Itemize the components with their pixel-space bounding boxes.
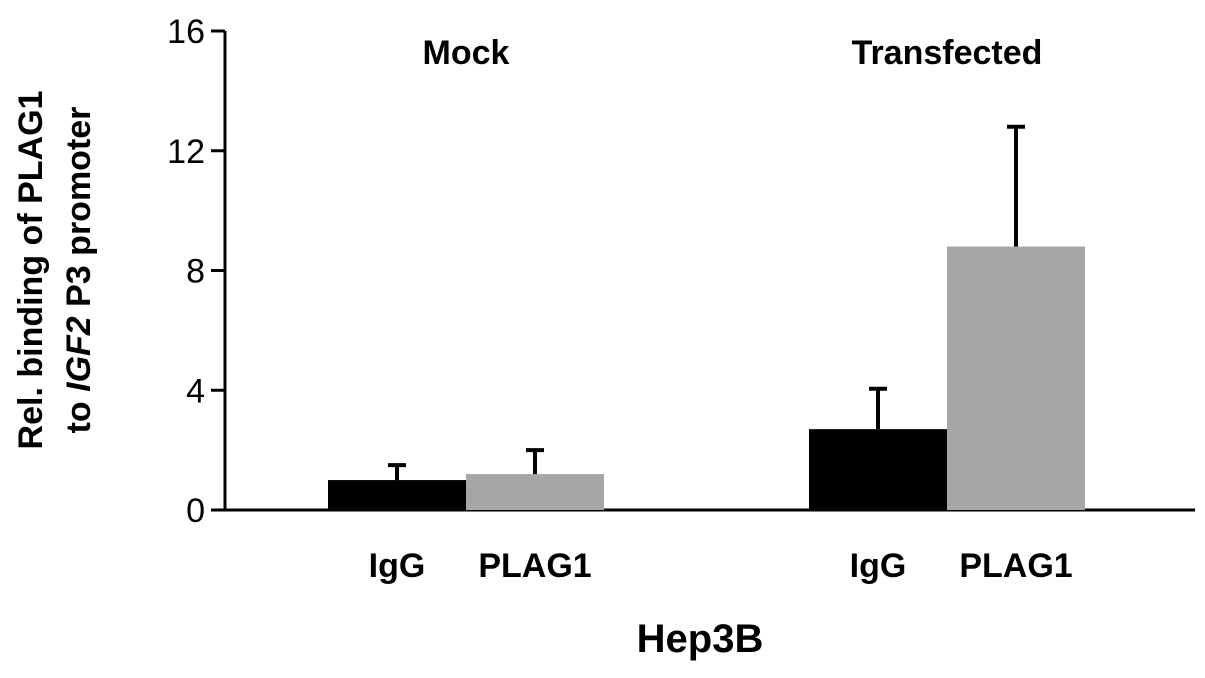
y-axis-title-gene: IGF2 (60, 316, 98, 392)
category-label: IgG (369, 547, 426, 585)
bar (809, 429, 947, 510)
category-labels: IgG PLAG1 IgG PLAG1 (369, 547, 1073, 585)
group-label: Mock (423, 34, 510, 72)
y-tick-label: 12 (167, 133, 205, 171)
category-label: IgG (850, 547, 907, 585)
y-axis-title: Rel. binding of PLAG1 to IGF2 P3 promote… (12, 91, 98, 450)
group-labels: Mock Transfected (423, 34, 1043, 72)
y-axis-ticks: 0 4 8 12 16 (167, 13, 225, 530)
y-axis-title-line2: to IGF2 P3 promoter (60, 107, 98, 434)
bar (466, 474, 604, 510)
y-tick-label: 16 (167, 13, 205, 51)
bar (947, 246, 1085, 511)
y-tick-label: 8 (186, 253, 205, 291)
bar-series (328, 124, 1085, 511)
y-tick-label: 4 (186, 372, 205, 410)
y-axis-title-line1: Rel. binding of PLAG1 (12, 91, 50, 450)
y-axis-title-prefix: to (60, 392, 98, 434)
category-label: PLAG1 (959, 547, 1072, 585)
y-tick-label: 0 (186, 492, 205, 530)
x-axis-title: Hep3B (637, 617, 764, 661)
group-label: Transfected (852, 34, 1043, 72)
category-label: PLAG1 (478, 547, 591, 585)
y-axis-title-suffix: P3 promoter (60, 107, 98, 317)
bar (328, 480, 466, 510)
